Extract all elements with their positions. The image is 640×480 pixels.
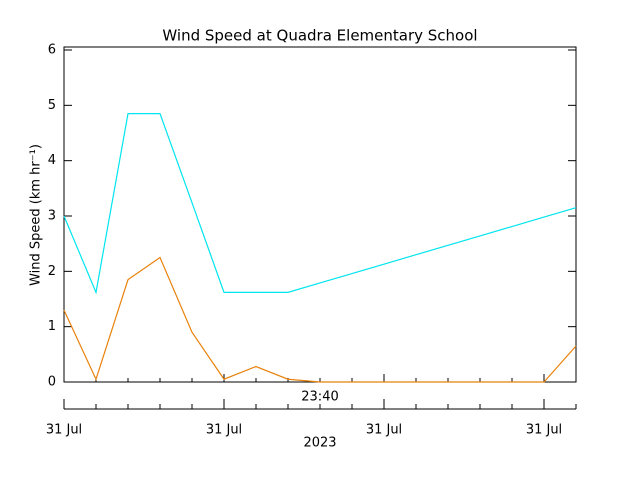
y-tick-label: 6 — [48, 43, 56, 58]
chart-title: Wind Speed at Quadra Elementary School — [162, 27, 477, 45]
y-tick-label: 4 — [48, 153, 56, 168]
y-tick-label: 5 — [48, 98, 56, 113]
x-tick-label: 31 Jul — [526, 423, 562, 438]
y-tick-label: 2 — [48, 264, 56, 279]
annotation: 2023 — [303, 436, 336, 451]
data-line — [63, 113, 577, 295]
y-tick-label: 3 — [48, 209, 56, 224]
x-tick-label: 31 Jul — [46, 423, 82, 438]
annotation: 23:40 — [301, 390, 338, 405]
y-tick-label: 1 — [48, 319, 56, 334]
y-tick-label: 0 — [48, 375, 56, 390]
y-axis-label: Wind Speed (km hr⁻¹) — [29, 144, 44, 286]
x-tick-label: 31 Jul — [206, 423, 242, 438]
data-line — [63, 256, 577, 383]
x-tick-label: 31 Jul — [366, 423, 402, 438]
